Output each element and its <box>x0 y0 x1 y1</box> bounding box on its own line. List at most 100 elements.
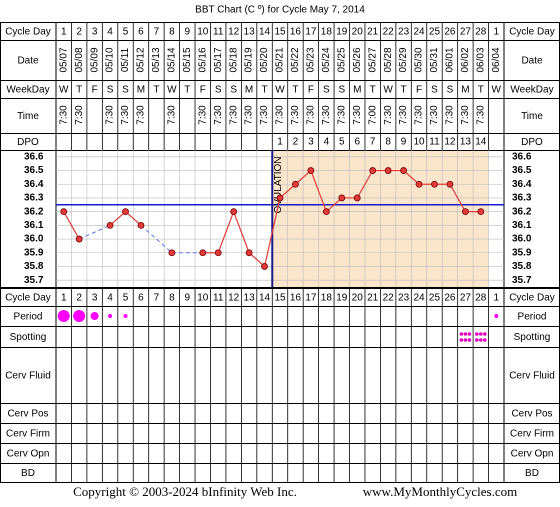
cycle-day: 27 <box>460 27 472 38</box>
cycle-day: 6 <box>138 27 144 38</box>
cycle-day: 22 <box>383 27 395 38</box>
period-dot <box>108 314 113 318</box>
ovulation-label: OVULATION <box>273 156 284 213</box>
cycle-day: 10 <box>197 27 209 38</box>
cycle-day: 27 <box>460 293 472 304</box>
time: 7:30 <box>290 105 301 125</box>
cycle-day: 13 <box>244 27 256 38</box>
dpo: 12 <box>444 137 456 148</box>
temperature-point <box>400 167 407 174</box>
row-label: Cycle Day <box>509 27 555 38</box>
cycle-day: 8 <box>169 293 175 304</box>
dpo: 4 <box>324 137 330 148</box>
y-tick-label: 36.2 <box>24 206 44 217</box>
cycle-day: 25 <box>429 293 441 304</box>
cycle-day: 22 <box>383 293 395 304</box>
time: 7:30 <box>429 105 440 125</box>
spotting-dot <box>479 332 483 336</box>
cycle-day: 21 <box>367 27 379 38</box>
row-label: Cycle Day <box>5 27 51 38</box>
row-label: Cycle Day <box>5 293 51 304</box>
y-tick-label: 35.8 <box>24 261 44 272</box>
weekday: T <box>153 85 159 96</box>
temperature-line <box>63 211 80 240</box>
spotting-dot <box>475 338 479 342</box>
weekday: W <box>383 85 393 96</box>
row-label: Spotting <box>514 332 551 343</box>
weekday: S <box>431 85 438 96</box>
row-label: Date <box>521 56 543 67</box>
spotting-dots <box>459 332 472 342</box>
dpo: 2 <box>293 137 299 148</box>
cycle-day: 11 <box>213 27 224 38</box>
date: 05/13 <box>151 47 162 72</box>
weekday: M <box>353 85 361 96</box>
cycle-day: 1 <box>493 293 499 304</box>
period-dot <box>57 310 70 322</box>
temperature-point <box>415 180 423 188</box>
spotting-dot <box>483 338 487 342</box>
y-tick-label: 35.9 <box>512 247 532 258</box>
site-link: www.MyMonthlyCycles.com <box>363 484 517 499</box>
time: 7:30 <box>74 105 85 125</box>
spotting-dot <box>479 338 483 342</box>
weekday: F <box>200 85 206 96</box>
cycle-day: 1 <box>61 293 67 304</box>
cycle-day: 4 <box>107 293 113 304</box>
date: 06/01 <box>445 47 456 72</box>
dpo: 8 <box>385 137 391 148</box>
cycle-day: 26 <box>444 293 456 304</box>
time: 7:30 <box>244 105 255 125</box>
temperature-point <box>461 208 469 216</box>
dpo: 9 <box>401 137 407 148</box>
period-dot <box>494 314 499 318</box>
copyright: Copyright © 2003-2024 bInfinity Web Inc. <box>73 484 297 499</box>
date: 05/07 <box>58 47 69 72</box>
temperature-point <box>199 249 207 257</box>
cycle-day: 10 <box>197 293 209 304</box>
cycle-day: 26 <box>444 27 456 38</box>
weekday: S <box>447 85 454 96</box>
temperature-point <box>261 263 268 270</box>
dpo: 3 <box>308 137 314 148</box>
temperature-point <box>384 167 392 174</box>
dpo: 5 <box>339 137 345 148</box>
row-label: Time <box>17 111 39 122</box>
y-tick-label: 36.6 <box>24 151 44 162</box>
row-label: Cerv Fluid <box>5 371 51 382</box>
cycle-day: 18 <box>321 293 333 304</box>
time: 7:30 <box>228 105 239 125</box>
row-label: Period <box>518 312 547 323</box>
spotting-dot <box>463 338 468 342</box>
time: 7:30 <box>197 105 208 125</box>
cycle-day: 3 <box>92 293 98 304</box>
weekday: T <box>478 85 484 96</box>
date: 05/17 <box>213 47 224 72</box>
y-tick-label: 36.1 <box>24 220 44 231</box>
cycle-day: 24 <box>413 293 425 304</box>
date: 05/24 <box>321 47 332 72</box>
y-tick-label: 36.3 <box>512 193 532 204</box>
y-tick-label: 35.9 <box>24 247 44 258</box>
date: 05/20 <box>259 47 270 72</box>
spotting-dot <box>459 332 464 336</box>
row-label: Cerv Pos <box>7 409 48 420</box>
temperature-point <box>276 194 284 202</box>
cycle-day: 28 <box>475 27 487 38</box>
time: 7:30 <box>475 105 486 125</box>
date: 05/31 <box>429 47 440 72</box>
spotting-dot <box>467 338 472 342</box>
weekday: S <box>107 85 114 96</box>
row-label: DPO <box>17 137 39 148</box>
cycle-day: 11 <box>213 293 224 304</box>
cycle-day: 18 <box>321 27 333 38</box>
temperature-point <box>369 167 377 174</box>
weekday: M <box>137 85 145 96</box>
time: 7:30 <box>58 105 69 125</box>
y-tick-label: 36.1 <box>512 220 532 231</box>
time: 7:30 <box>383 105 394 125</box>
time: 7:30 <box>460 105 471 125</box>
spotting-dot <box>463 332 468 336</box>
date: 05/22 <box>290 47 301 72</box>
